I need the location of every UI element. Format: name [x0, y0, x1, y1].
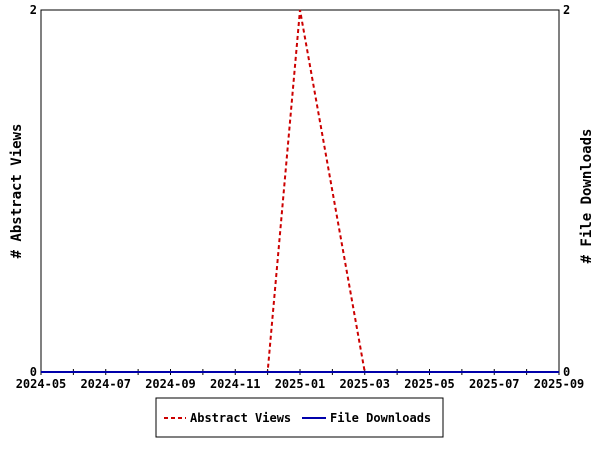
- y-axis-label-left: # Abstract Views: [9, 124, 25, 259]
- x-tick-label: 2025-03: [339, 377, 390, 391]
- x-tick-label: 2025-09: [534, 377, 585, 391]
- legend-label-abstract-views: Abstract Views: [190, 411, 291, 425]
- x-tick-label: 2024-05: [16, 377, 67, 391]
- x-tick-label: 2025-07: [469, 377, 520, 391]
- y-tick-label-right: 0: [563, 365, 570, 379]
- legend: Abstract Views File Downloads: [155, 397, 444, 438]
- x-tick-label: 2025-01: [275, 377, 326, 391]
- x-tick-label: 2024-07: [80, 377, 131, 391]
- plot-area: [40, 9, 560, 373]
- y-axis-label-right: # File Downloads: [579, 129, 595, 264]
- x-tick-label: 2025-05: [404, 377, 455, 391]
- y-tick-label-left: 0: [30, 365, 37, 379]
- x-tick-label: 2024-09: [145, 377, 196, 391]
- x-tick-label: 2024-11: [210, 377, 261, 391]
- legend-label-file-downloads: File Downloads: [330, 411, 431, 425]
- y-tick-label-right: 2: [563, 3, 570, 17]
- y-tick-label-left: 2: [30, 3, 37, 17]
